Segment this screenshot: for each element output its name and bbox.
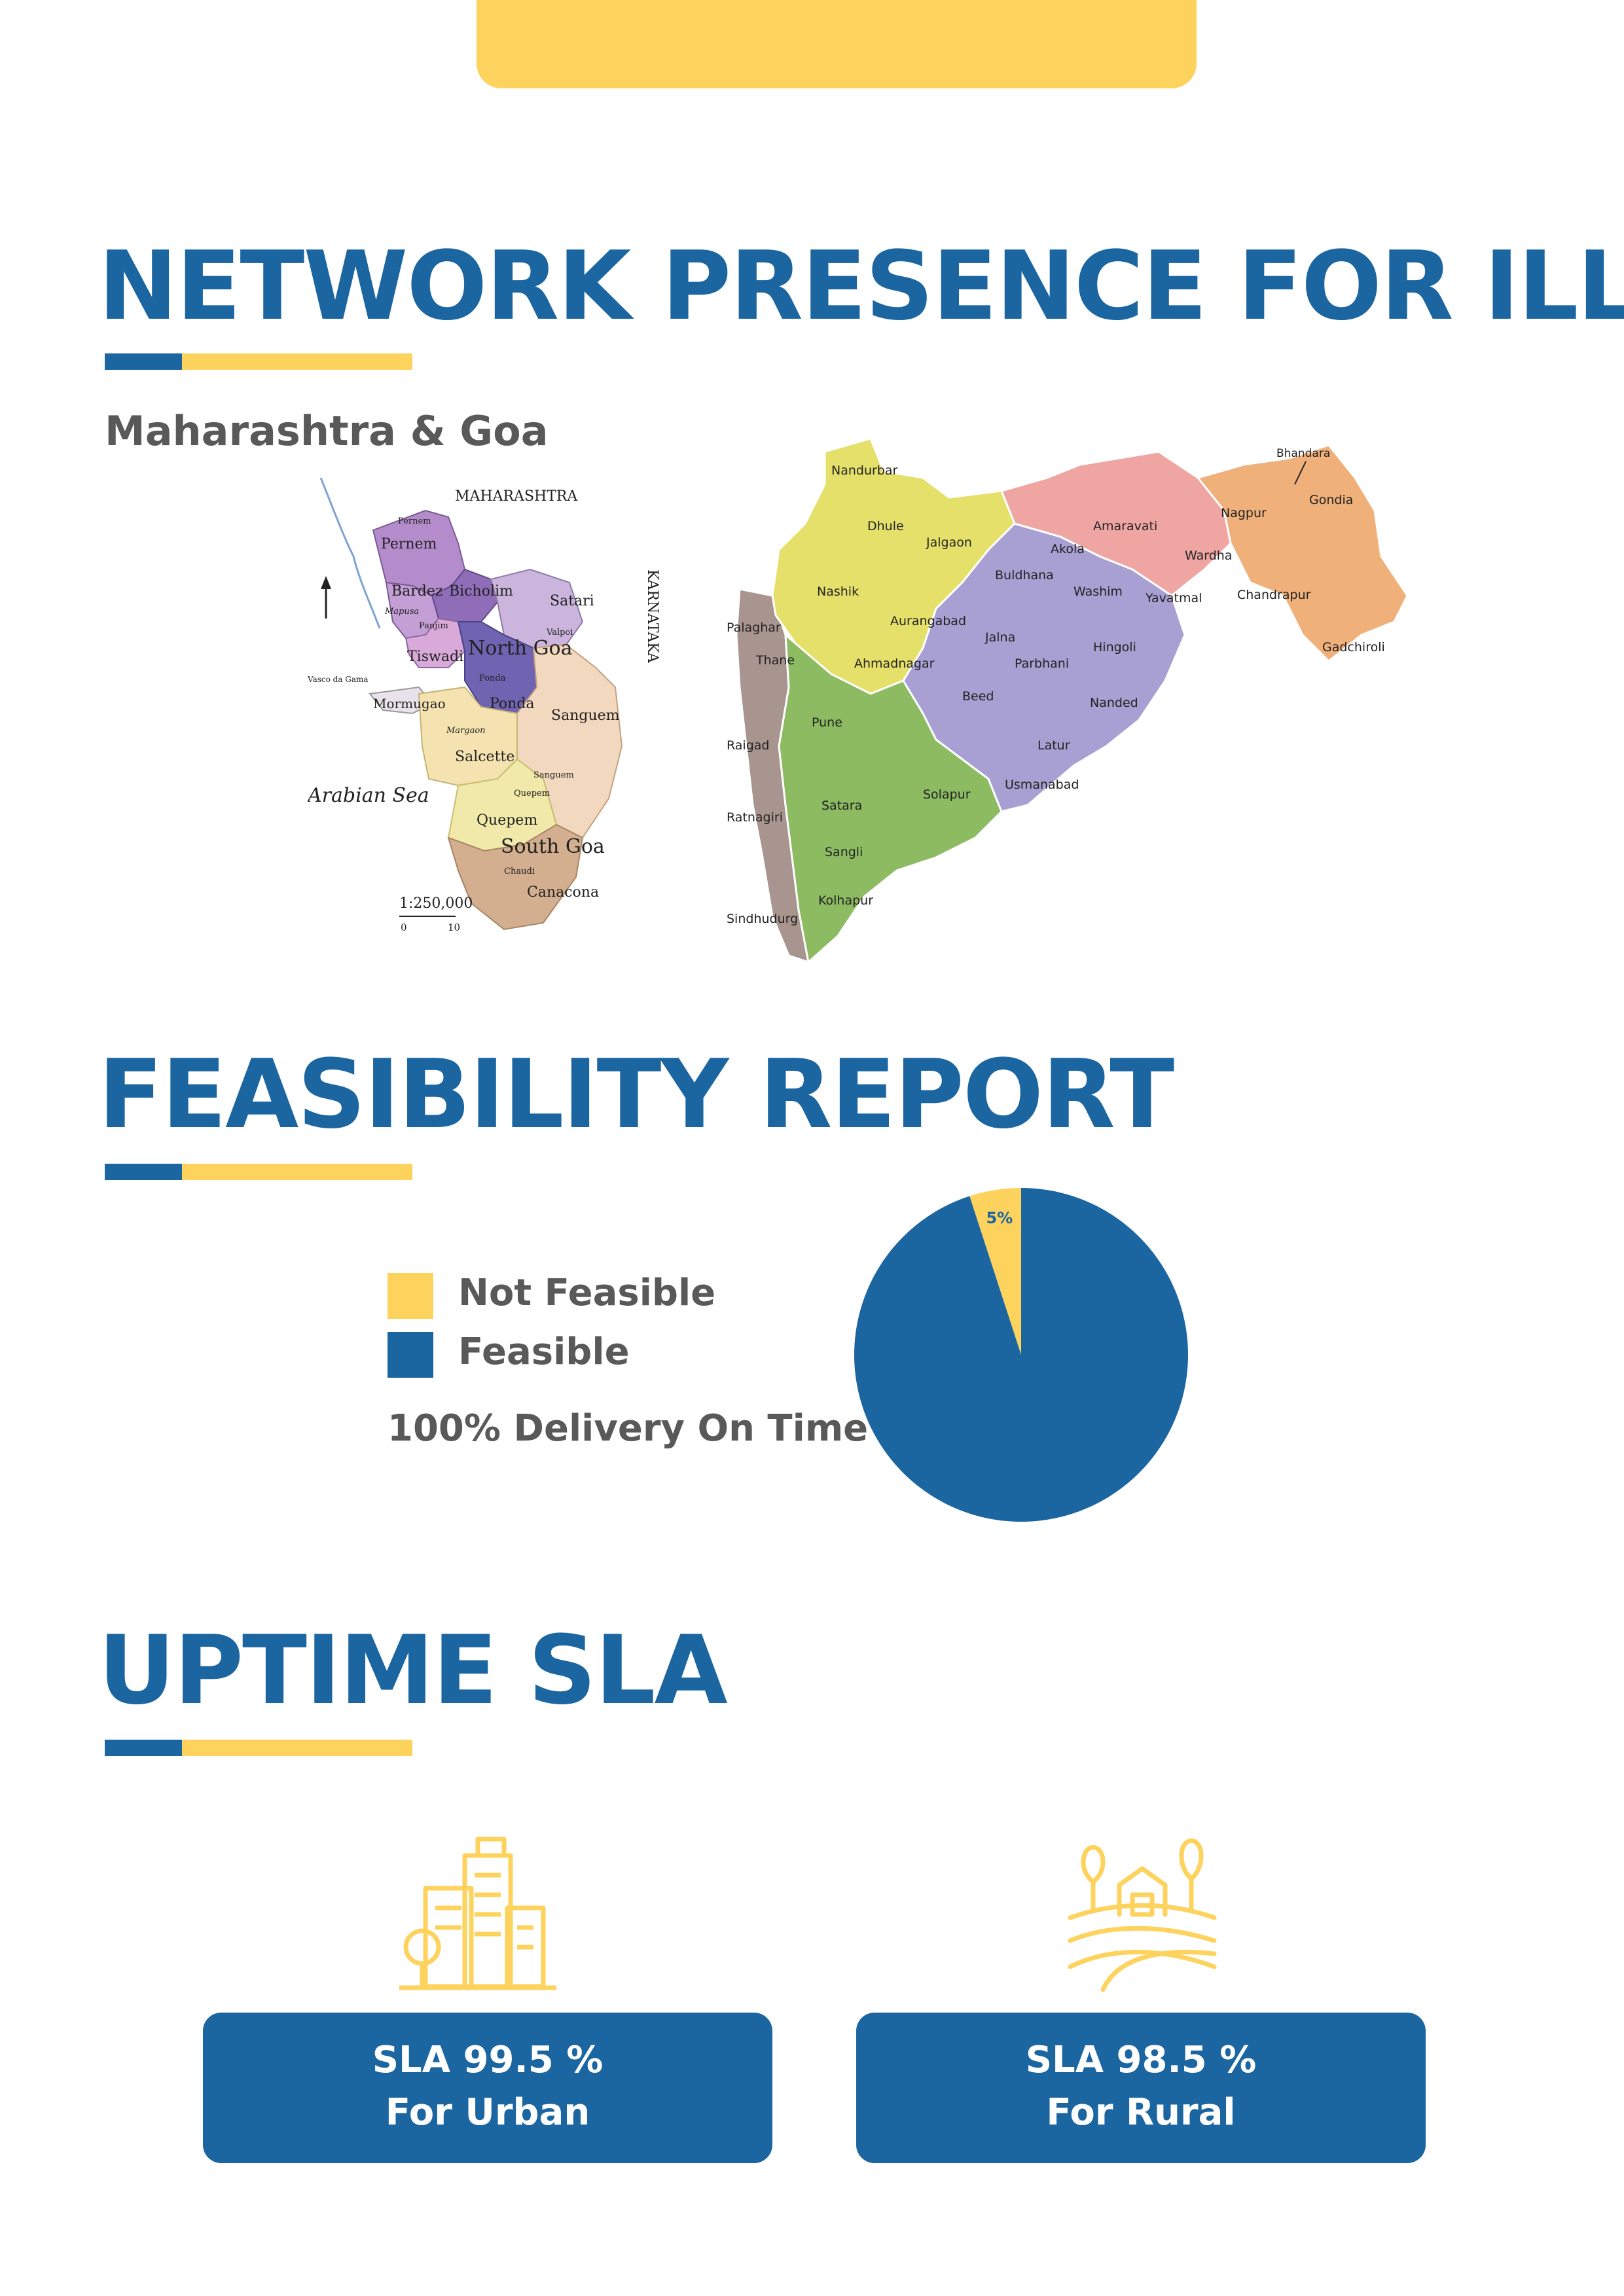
goa-map-label-south-goa: South Goa — [501, 835, 605, 858]
mh-label-ratnagiri: Ratnagiri — [727, 810, 783, 825]
pie-slice-not-feasible — [969, 1188, 1021, 1355]
legend-label-feasible: Feasible — [458, 1331, 630, 1373]
delivery-note: 100% Delivery On Time — [388, 1407, 869, 1450]
pie-slice-feasible — [854, 1188, 1188, 1522]
sla-card-urban: SLA 99.5 % For Urban — [203, 2013, 772, 2163]
network-presence-title: NETWORK PRESENCE FOR ILL — [98, 231, 1624, 342]
goa-map-label-valpoi: Valpoi — [546, 628, 573, 637]
mh-label-jalna: Jalna — [984, 630, 1015, 645]
goa-map-label-bicholim: Bicholim — [449, 583, 513, 600]
mh-label-satara: Satara — [821, 798, 862, 813]
pie-data-label-not-feasible: 5% — [986, 1209, 1013, 1227]
mh-label-amaravati: Amaravati — [1093, 519, 1157, 533]
feasibility-pie-chart: 5% — [854, 1188, 1188, 1522]
goa-map-label-scale-start: 0 — [401, 922, 407, 933]
goa-map-label-state: MAHARASHTRA — [455, 488, 578, 505]
mh-label-washim: Washim — [1074, 584, 1123, 599]
mh-label-hingoli: Hingoli — [1093, 640, 1136, 655]
goa-map-label-pernem: Pernem — [398, 516, 431, 526]
goa-map-label-mormugao: Mormugao — [373, 696, 446, 711]
goa-map-label-panjim: Panjim — [419, 621, 448, 631]
goa-map-label-margao: Margaon — [446, 726, 486, 736]
goa-map-label-neighbor: KARNATAKA — [644, 569, 660, 664]
goa-map-label-sanguem: Sanguem — [551, 708, 620, 724]
mh-label-dhule: Dhule — [867, 519, 904, 533]
uptime-sla-title: UPTIME SLA — [98, 1615, 728, 1726]
goa-map-label-ponda: Ponda — [490, 696, 535, 712]
mh-label-osmanabad: Usmanabad — [1005, 778, 1079, 792]
goa-map-label-scale: 1:250,000 — [399, 895, 473, 912]
goa-map-label-pernem-district: Pernem — [381, 536, 437, 552]
mh-label-parbhani: Parbhani — [1015, 656, 1069, 671]
mh-label-wardha: Wardha — [1185, 548, 1232, 563]
legend-swatch-not-feasible — [388, 1273, 433, 1319]
legend-swatch-feasible — [388, 1332, 433, 1378]
mh-label-yavatmal: Yavatmal — [1145, 591, 1202, 605]
mh-label-bhandara: Bhandara — [1276, 447, 1330, 460]
top-banner-tab — [477, 0, 1197, 88]
mh-label-gondia: Gondia — [1309, 493, 1353, 507]
mh-label-thane: Thane — [755, 653, 795, 668]
goa-map-label-vasco: Vasco da Gama — [308, 675, 369, 684]
goa-map-label-satari: Satari — [550, 593, 594, 609]
mh-label-kolhapur: Kolhapur — [818, 893, 873, 908]
goa-map-label-quepem-town: Quepem — [514, 789, 550, 798]
feasibility-title: FEASIBILITY REPORT — [98, 1039, 1174, 1150]
title-underline — [105, 1164, 412, 1180]
mh-label-nandurbar: Nandurbar — [831, 463, 898, 478]
north-arrow-icon — [321, 576, 331, 619]
goa-map-label-tiswadi: Tiswadi — [407, 649, 463, 665]
sla-label-rural: For Rural — [1046, 2091, 1236, 2134]
sla-card-rural: SLA 98.5 % For Rural — [856, 2013, 1426, 2163]
goa-map-label-north-goa: North Goa — [468, 637, 573, 660]
city-buildings-icon — [399, 1837, 556, 1990]
maharashtra-map: Nandurbar Dhule Jalgaon Nashik Palaghar … — [727, 439, 1409, 964]
mh-label-nashik: Nashik — [817, 584, 859, 599]
goa-map-label-sanguem-town: Sanguem — [533, 770, 574, 780]
goa-map-label-canacona: Canacona — [527, 884, 599, 901]
legend-label-not-feasible: Not Feasible — [458, 1272, 716, 1314]
goa-map: MAHARASHTRA Pernem Pernem Bardez Mapusa … — [308, 477, 660, 933]
goa-map-label-scale-end: 10 — [448, 922, 460, 933]
mh-label-gadchiroli: Gadchiroli — [1322, 640, 1385, 655]
farm-house-icon — [1068, 1839, 1217, 1992]
mh-label-akola: Akola — [1051, 542, 1085, 556]
region-subtitle: Maharashtra & Goa — [105, 407, 549, 455]
mh-label-chandrapur: Chandrapur — [1237, 588, 1311, 602]
mh-label-solapur: Solapur — [923, 787, 971, 802]
goa-map-label-salcette: Salcette — [455, 749, 514, 765]
mh-label-nagpur: Nagpur — [1221, 506, 1267, 520]
title-underline — [105, 1740, 412, 1756]
mh-label-ahmadnagar: Ahmadnagar — [854, 656, 935, 671]
sla-value-rural: SLA 98.5 % — [1025, 2039, 1257, 2081]
title-underline — [105, 353, 412, 370]
goa-map-label-ponda-town: Ponda — [479, 673, 506, 683]
goa-map-label-sea: Arabian Sea — [308, 784, 429, 807]
goa-map-label-mapusa: Mapusa — [384, 607, 419, 617]
mh-label-sindhudurg: Sindhudurg — [727, 912, 798, 926]
mh-label-raigad: Raigad — [727, 738, 769, 753]
goa-map-label-chaudi: Chaudi — [504, 867, 535, 876]
mh-label-aurangabad: Aurangabad — [890, 614, 966, 628]
goa-map-label-bardez: Bardez — [391, 583, 443, 600]
mh-label-latur: Latur — [1038, 738, 1070, 753]
mh-label-pune: Pune — [812, 715, 842, 730]
sla-label-urban: For Urban — [385, 2091, 590, 2134]
sla-value-urban: SLA 99.5 % — [372, 2039, 604, 2081]
mh-label-jalgaon: Jalgaon — [926, 535, 972, 550]
mh-label-sangli: Sangli — [825, 845, 863, 859]
goa-map-label-quepem: Quepem — [477, 812, 537, 829]
mh-label-palaghar: Palaghar — [727, 620, 781, 635]
mh-label-buldhana: Buldhana — [995, 568, 1054, 583]
mh-label-nanded: Nanded — [1090, 696, 1138, 710]
mh-label-beed: Beed — [962, 689, 994, 704]
